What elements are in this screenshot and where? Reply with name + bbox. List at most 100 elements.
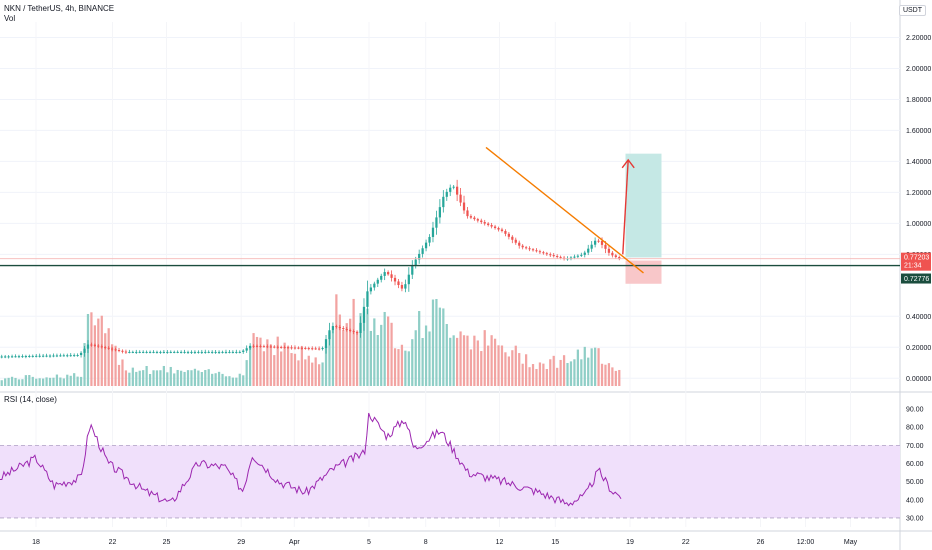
candle-body — [155, 351, 159, 353]
rsi-tick-label: 90.00 — [906, 407, 924, 414]
candle-body — [73, 355, 76, 357]
price-axis[interactable]: 2.20000 2.00000 1.80000 1.60000 1.40000 1.200… — [901, 35, 931, 383]
volume-bar — [500, 345, 504, 386]
currency-button[interactable]: USDT — [898, 5, 926, 16]
candle-body — [252, 345, 255, 347]
volume-bar — [421, 337, 424, 386]
candle-body — [193, 351, 197, 353]
volume-bar — [476, 340, 479, 386]
volume-bar — [442, 308, 445, 386]
volume-bar — [276, 336, 279, 386]
volume-bar — [93, 325, 96, 386]
volume-bar — [469, 349, 473, 386]
candle-body — [90, 344, 93, 346]
candle-body — [590, 244, 593, 249]
candle-body — [28, 355, 31, 357]
candle-body — [473, 217, 476, 220]
volume-bar — [338, 314, 341, 386]
volume-bar — [114, 345, 117, 386]
volume-bar — [76, 376, 79, 386]
volume-bar — [307, 355, 310, 386]
candle-body — [480, 220, 483, 223]
candle-body — [359, 322, 362, 333]
volume-bar — [428, 331, 431, 386]
candle-body — [79, 352, 83, 356]
target-arrow[interactable] — [622, 159, 629, 255]
volume-bar — [556, 367, 559, 386]
candle-body — [314, 348, 317, 350]
volume-bar — [31, 376, 34, 386]
volume-bar — [449, 337, 452, 386]
volume-bar — [352, 298, 355, 386]
last-price-tag — [901, 252, 931, 271]
time-tick-label: 18 — [32, 539, 40, 546]
volume-bar — [535, 368, 538, 386]
candle-body — [204, 351, 207, 353]
volume-bar — [414, 330, 417, 386]
trendline[interactable] — [485, 146, 644, 274]
candle-body — [142, 351, 145, 353]
candle-body — [445, 191, 448, 197]
volume-bar — [594, 347, 597, 386]
time-axis[interactable]: 18 22 25 29 Apr 5 8 12 15 19 22 26 12:00 May — [32, 539, 858, 546]
candle-body — [418, 253, 421, 260]
volume-bar — [590, 348, 593, 386]
rsi-axis[interactable]: 90.00 80.00 70.00 60.00 50.00 40.00 30.00 — [906, 407, 924, 523]
volume-label: Vol — [4, 14, 16, 23]
candle-body — [435, 217, 438, 228]
candle-body — [276, 346, 279, 348]
candle-body — [531, 249, 535, 251]
candle-body — [259, 346, 262, 348]
target-zone-rect — [625, 153, 662, 258]
volume-bar — [480, 351, 483, 386]
volume-bar — [528, 367, 531, 386]
candle-body — [55, 355, 59, 357]
candle-body — [76, 355, 79, 357]
volume-bar — [604, 364, 607, 386]
volume-bar — [62, 378, 65, 386]
volume-bar — [497, 345, 500, 386]
candle-body — [328, 330, 331, 340]
candle-body — [245, 348, 248, 351]
volume-bar — [569, 361, 573, 386]
time-tick-label: Apr — [289, 539, 301, 546]
candle-body — [307, 348, 310, 350]
volume-bar — [193, 368, 197, 386]
volume-bar — [42, 378, 45, 386]
last-price-value: 0.77203 — [904, 255, 929, 262]
volume-bar — [231, 377, 234, 386]
candle-body — [83, 348, 86, 353]
volume-bar — [10, 376, 14, 386]
candle-body — [159, 351, 162, 353]
volume-bar — [435, 299, 438, 386]
volume-bar — [0, 380, 3, 386]
volume-bar — [580, 359, 583, 386]
volume-bar — [45, 377, 48, 386]
rsi-label: RSI (14, close) — [4, 395, 57, 404]
volume-bar — [7, 377, 10, 386]
candle-body — [266, 346, 269, 348]
volume-bar — [293, 353, 297, 386]
candle-body — [117, 350, 121, 352]
time-tick-label: 29 — [237, 539, 245, 546]
drawings-layer[interactable] — [0, 146, 900, 274]
volume-bar — [583, 346, 586, 386]
candle-body — [493, 226, 497, 229]
candle-body — [111, 348, 114, 350]
candle-body — [466, 210, 469, 217]
time-tick-label: 25 — [163, 539, 171, 546]
volume-bar — [559, 359, 562, 386]
candle-body — [393, 277, 397, 282]
candle-body — [321, 348, 324, 350]
candle-body — [331, 326, 335, 331]
candle-body — [300, 347, 303, 349]
candle-body — [162, 351, 165, 353]
volume-bar — [235, 377, 238, 386]
candle-body — [518, 242, 521, 246]
candle-body — [431, 227, 435, 237]
arrow-head — [621, 158, 635, 169]
price-candles[interactable] — [0, 179, 621, 359]
volume-bar — [138, 370, 141, 386]
volume-bar — [393, 348, 397, 386]
